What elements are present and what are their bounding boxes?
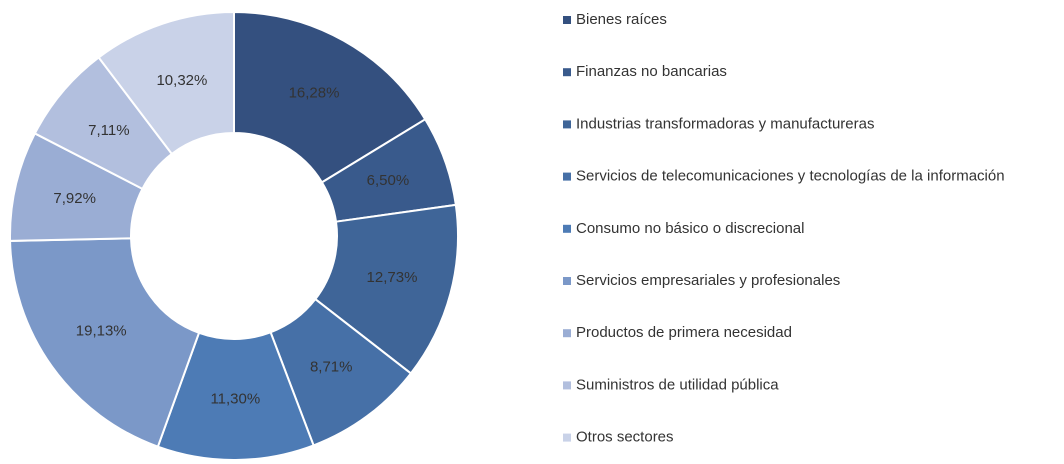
data-label: 7,92% — [53, 190, 96, 207]
donut-slice — [313, 203, 459, 375]
data-label: 7,11% — [88, 122, 129, 139]
legend-label: Bienes raíces — [576, 11, 667, 28]
legend-label: Otros sectores — [576, 429, 674, 446]
donut-slice — [97, 10, 235, 156]
legend-swatch — [563, 224, 571, 233]
legend-label: Suministros de utilidad pública — [576, 376, 779, 393]
legend-label: Industrias transformadoras y manufacture… — [576, 115, 874, 132]
data-label: 19,13% — [76, 322, 127, 339]
legend-label: Productos de primera necesidad — [576, 324, 792, 341]
legend-label: Servicios empresariales y profesionales — [576, 272, 840, 289]
legend-swatch — [563, 68, 571, 77]
legend-swatch — [563, 277, 571, 285]
data-label: 12,73% — [367, 269, 418, 286]
data-label: 6,50% — [367, 172, 410, 189]
donut-slice — [233, 10, 427, 184]
legend-swatch — [563, 433, 571, 442]
data-label: 8,71% — [310, 358, 353, 375]
legend-label: Consumo no básico o discrecional — [576, 220, 804, 237]
donut-slice — [9, 237, 201, 448]
data-label: 11,30% — [210, 390, 260, 407]
legend-label: Servicios de telecomunicaciones y tecnol… — [576, 168, 1005, 185]
legend-swatch — [563, 16, 571, 24]
legend-swatch — [563, 172, 571, 181]
data-label: 10,32% — [156, 72, 207, 89]
data-label: 16,28% — [289, 84, 340, 101]
legend-label: Finanzas no bancarias — [576, 63, 727, 80]
legend-swatch — [563, 381, 571, 390]
legend-swatch — [563, 120, 571, 129]
legend-swatch — [563, 329, 571, 338]
